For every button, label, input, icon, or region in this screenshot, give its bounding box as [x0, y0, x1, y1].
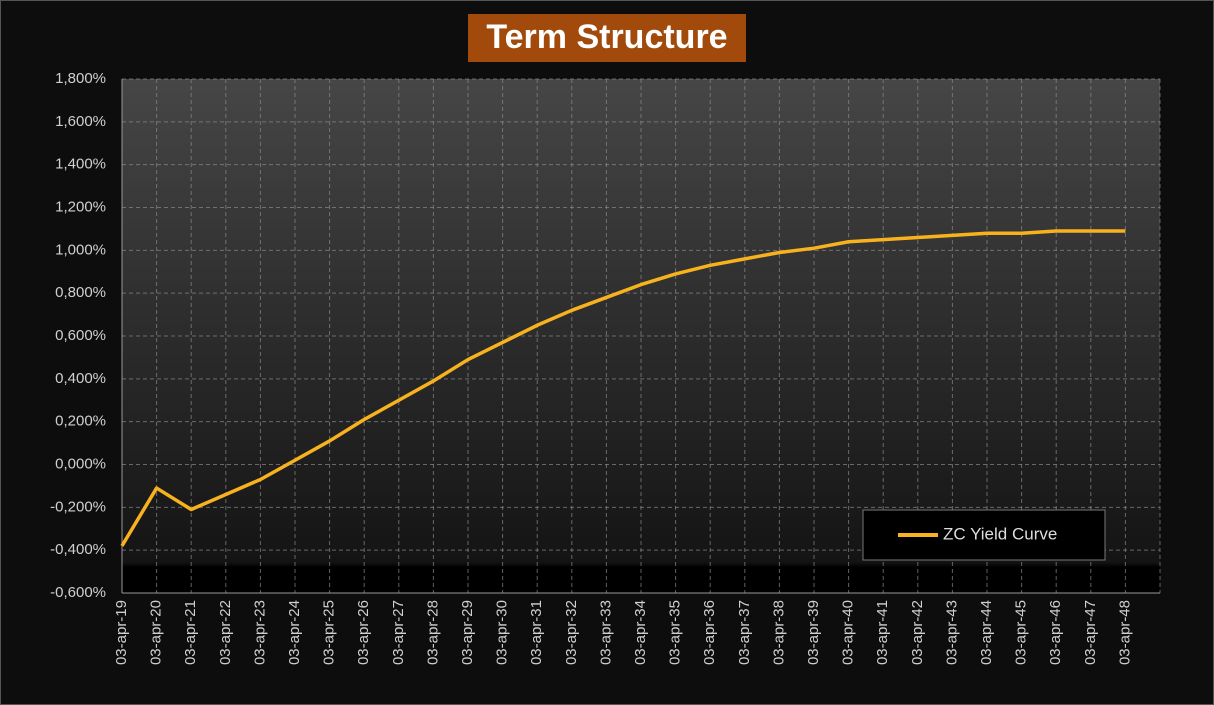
x-tick-label: 03-apr-31 [528, 600, 545, 665]
data-line [120, 229, 1126, 547]
legend-label: ZC Yield Curve [943, 524, 1057, 543]
y-tick-label: 0,800% [55, 284, 106, 301]
chart-title: Term Structure [486, 18, 727, 56]
x-tick-label: 03-apr-34 [632, 600, 649, 665]
x-tick-label: 03-apr-41 [874, 600, 891, 665]
x-tick-label: 03-apr-38 [770, 600, 787, 665]
y-tick-label: 0,000% [55, 455, 106, 472]
y-tick-label: 1,600% [55, 113, 106, 130]
y-tick-label: -0,400% [50, 541, 106, 558]
x-tick-label: 03-apr-25 [321, 600, 338, 665]
x-tick-label: 03-apr-32 [563, 600, 580, 665]
y-tick-label: -0,200% [50, 498, 106, 515]
x-tick-label: 03-apr-33 [597, 600, 614, 665]
x-tick-label: 03-apr-27 [390, 600, 407, 665]
x-tick-label: 03-apr-21 [182, 600, 199, 665]
x-tick-label: 03-apr-19 [113, 600, 130, 665]
y-tick-label: 0,400% [55, 370, 106, 387]
x-tick-label: 03-apr-26 [355, 600, 372, 665]
title-box [468, 14, 746, 62]
y-tick-label: 0,600% [55, 327, 106, 344]
legend [862, 509, 1106, 561]
x-tick-label: 03-apr-43 [943, 600, 960, 665]
y-tick-label: 1,200% [55, 198, 106, 215]
y-tick-label: -0,600% [50, 584, 106, 601]
x-tick-label: 03-apr-24 [286, 600, 303, 665]
x-tick-label: 03-apr-40 [840, 600, 857, 665]
x-tick-label: 03-apr-47 [1082, 600, 1099, 665]
x-tick-label: 03-apr-45 [1013, 600, 1030, 665]
x-tick-label: 03-apr-44 [978, 600, 995, 665]
y-tick-label: 1,000% [55, 241, 106, 258]
y-tick-label: 0,200% [55, 413, 106, 430]
x-tick-label: 03-apr-46 [1047, 600, 1064, 665]
x-tick-label: 03-apr-20 [148, 600, 165, 665]
x-tick-label: 03-apr-35 [667, 600, 684, 665]
x-tick-label: 03-apr-39 [805, 600, 822, 665]
x-tick-label: 03-apr-48 [1116, 600, 1133, 665]
x-tick-label: 03-apr-23 [251, 600, 268, 665]
x-tick-label: 03-apr-28 [424, 600, 441, 665]
x-tick-label: 03-apr-30 [494, 600, 511, 665]
y-tick-label: 1,400% [55, 156, 106, 173]
x-tick-label: 03-apr-29 [459, 600, 476, 665]
x-tick-label: 03-apr-22 [217, 600, 234, 665]
x-tick-label: 03-apr-36 [701, 600, 718, 665]
x-tick-label: 03-apr-42 [909, 600, 926, 665]
x-tick-label: 03-apr-37 [736, 600, 753, 665]
y-tick-label: 1,800% [55, 70, 106, 87]
